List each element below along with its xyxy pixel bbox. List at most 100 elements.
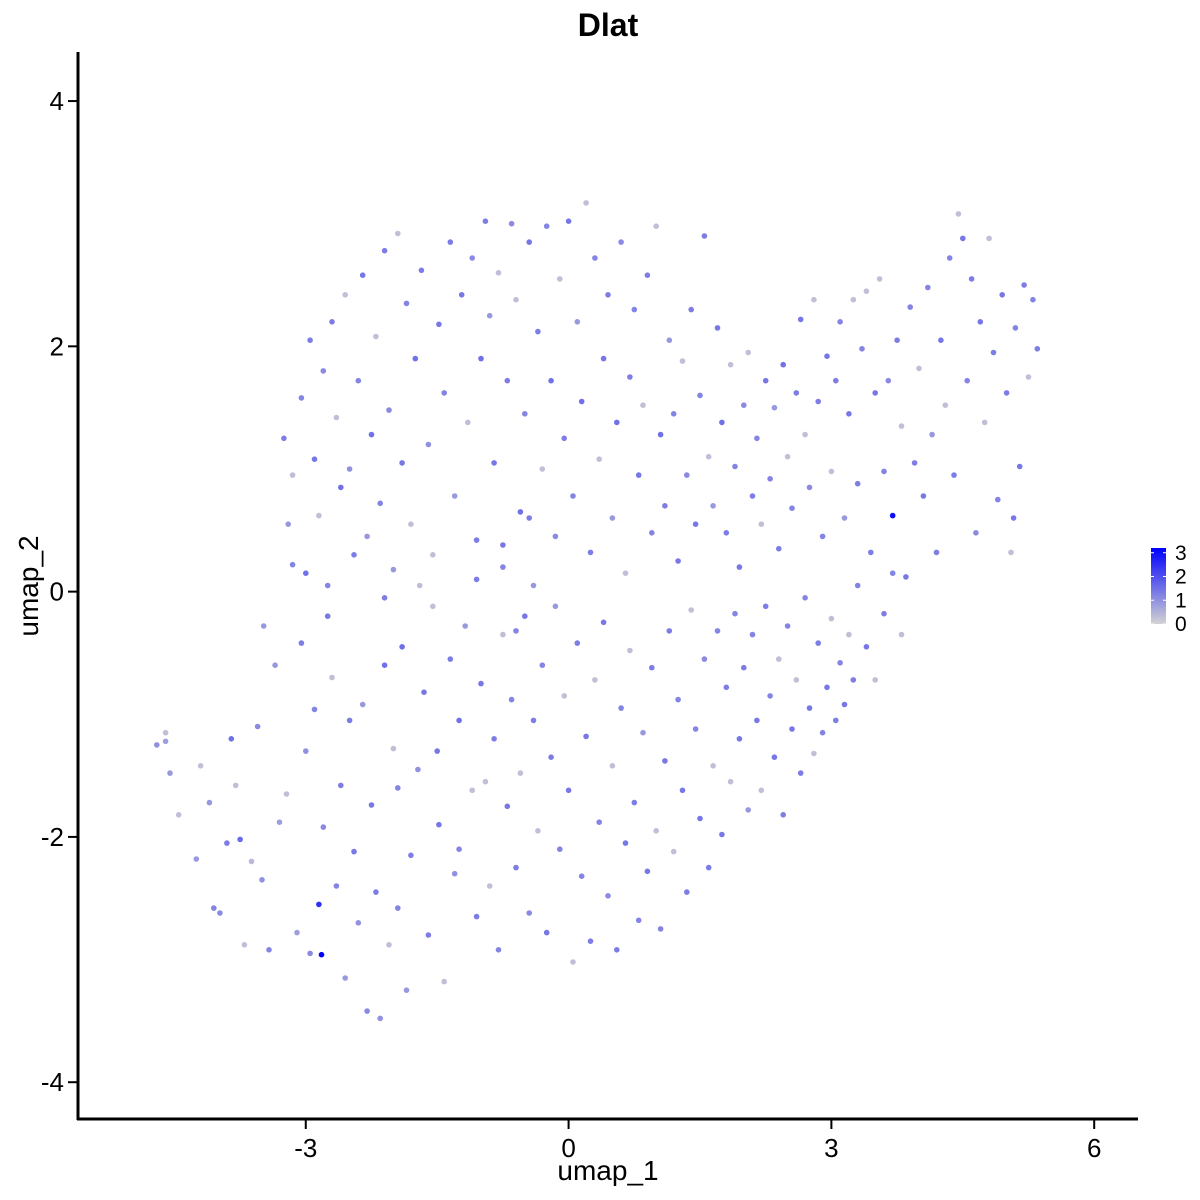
- scatter-point: [504, 377, 511, 384]
- scatter-point: [324, 582, 331, 589]
- scatter-point: [815, 398, 821, 405]
- scatter-point: [500, 542, 506, 548]
- scatter-point: [797, 316, 804, 323]
- scatter-point: [539, 466, 546, 472]
- scatter-point: [254, 723, 261, 730]
- scatter-point: [745, 349, 751, 356]
- scatter-point: [364, 533, 370, 540]
- scatter-point: [530, 717, 537, 724]
- scatter-point: [859, 346, 865, 352]
- scatter-point: [710, 503, 716, 509]
- scatter-point: [386, 942, 392, 948]
- x-axis-label: umap_1: [557, 1155, 658, 1186]
- scatter-point: [359, 272, 366, 279]
- scatter-point: [841, 515, 848, 521]
- colorbar-label: 1: [1175, 589, 1187, 612]
- colorbar: [1151, 548, 1166, 624]
- scatter-point: [911, 460, 918, 466]
- scatter-point: [416, 582, 423, 589]
- scatter-point: [828, 615, 835, 622]
- scatter-point: [670, 411, 677, 417]
- scatter-point: [666, 628, 673, 634]
- scatter-point: [441, 978, 448, 985]
- x-tick-label: 6: [1087, 1133, 1101, 1163]
- scatter-point: [732, 463, 738, 470]
- scatter-point: [872, 390, 878, 396]
- scatter-point: [508, 696, 515, 703]
- scatter-point: [557, 276, 563, 282]
- scatter-point: [412, 355, 419, 362]
- scatter-point: [885, 377, 892, 384]
- scatter-point: [522, 613, 528, 619]
- scatter-point: [872, 677, 878, 683]
- scatter-point: [500, 564, 506, 570]
- scatter-point: [167, 770, 173, 776]
- scatter-point: [692, 521, 699, 527]
- scatter-point: [964, 377, 970, 384]
- scatter-point: [381, 247, 388, 254]
- scatter-point: [951, 472, 957, 478]
- scatter-point: [342, 975, 349, 981]
- scatter-point: [767, 693, 773, 699]
- scatter-point: [824, 353, 830, 360]
- scatter-point: [425, 932, 432, 938]
- scatter-point: [162, 738, 169, 745]
- scatter-point: [592, 255, 598, 261]
- scatter-point: [486, 883, 493, 889]
- scatter-point: [175, 812, 182, 818]
- scatter-point: [776, 545, 782, 552]
- scatter-point: [609, 515, 616, 521]
- scatter-point: [920, 493, 927, 499]
- scatter-point: [390, 745, 397, 752]
- scatter-point: [346, 717, 353, 724]
- scatter-point: [719, 831, 725, 838]
- scatter-point: [241, 942, 248, 948]
- scatter-point: [478, 355, 484, 362]
- scatter-point: [441, 390, 448, 396]
- scatter-point: [714, 628, 721, 634]
- scatter-point: [618, 705, 624, 711]
- scatter-point: [552, 533, 559, 540]
- scatter-point: [539, 662, 546, 668]
- x-tick-label: -3: [294, 1133, 317, 1163]
- scatter-point: [614, 419, 620, 426]
- scatter-point: [377, 1015, 384, 1022]
- scatter-point: [294, 929, 300, 936]
- scatter-point: [390, 566, 397, 573]
- scatter-point: [513, 864, 519, 871]
- scatter-point: [653, 223, 659, 229]
- scatter-point: [473, 576, 480, 583]
- points-layer: [154, 200, 1041, 1022]
- scatter-point: [649, 530, 655, 536]
- scatter-point: [491, 460, 497, 466]
- scatter-point: [217, 910, 223, 916]
- scatter-point: [754, 435, 760, 442]
- scatter-point: [881, 468, 887, 475]
- scatter-point: [640, 402, 646, 409]
- scatter-point: [513, 628, 519, 634]
- scatter-point: [841, 701, 848, 708]
- scatter-point: [260, 623, 267, 629]
- scatter-point: [535, 828, 541, 834]
- scatter-point: [281, 435, 287, 442]
- scatter-point: [399, 644, 405, 650]
- scatter-point: [692, 726, 699, 732]
- scatter-point: [916, 365, 922, 372]
- scatter-point: [1030, 296, 1036, 303]
- scatter-point: [894, 337, 900, 344]
- scatter-point: [561, 435, 567, 442]
- scatter-point: [684, 889, 690, 895]
- scatter-point: [802, 431, 808, 438]
- scatter-point: [977, 319, 984, 325]
- scatter-point: [451, 870, 458, 877]
- scatter-point: [333, 883, 340, 889]
- scatter-point: [903, 574, 909, 580]
- scatter-point: [732, 610, 738, 617]
- scatter-point: [329, 674, 335, 681]
- scatter-point: [548, 377, 554, 384]
- scatter-point: [517, 770, 524, 776]
- scatter-point: [526, 910, 532, 916]
- scatter-point: [565, 787, 572, 794]
- scatter-point: [627, 647, 633, 654]
- scatter-point: [430, 603, 436, 610]
